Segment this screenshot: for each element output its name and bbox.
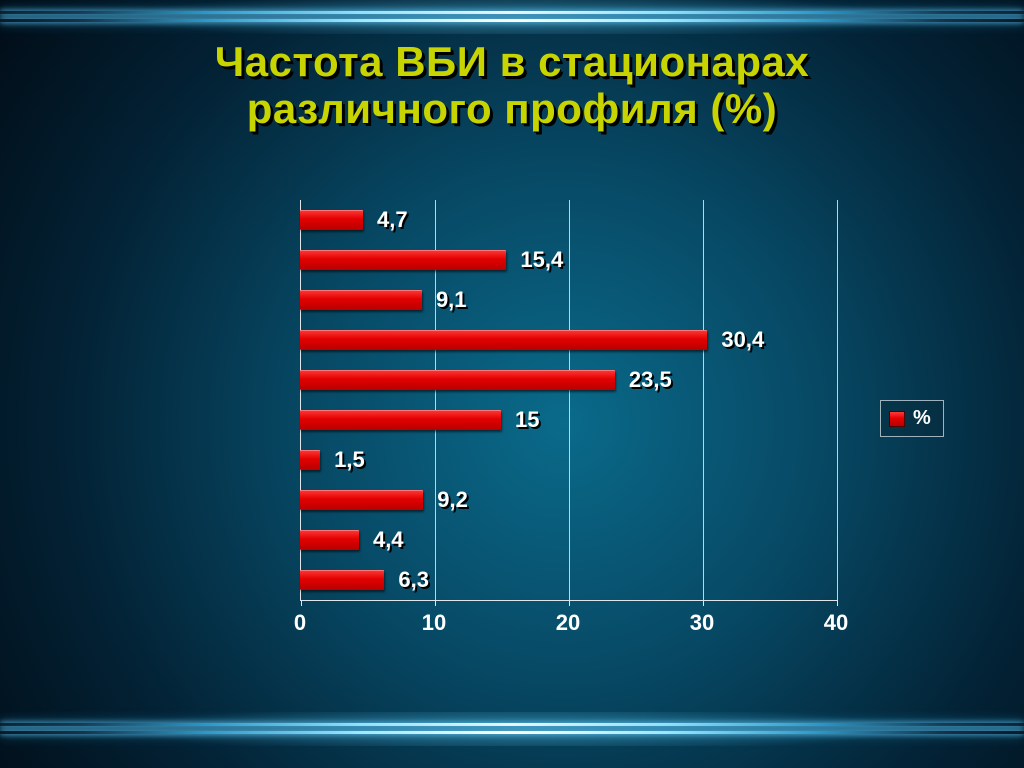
bar — [300, 290, 422, 310]
bar — [300, 410, 501, 430]
slide-title: Частота ВБИ в стационарах различного про… — [0, 38, 1024, 132]
bar-value-label: 15 — [515, 407, 539, 433]
bar — [300, 330, 707, 350]
x-tick-label: 20 — [556, 610, 580, 636]
bar — [300, 250, 506, 270]
bar-value-label: 9,2 — [437, 487, 468, 513]
title-line-1: Частота ВБИ в стационарах — [215, 38, 810, 85]
x-tick — [301, 600, 302, 606]
bar-value-label: 15,4 — [520, 247, 563, 273]
bar — [300, 370, 615, 390]
legend: % — [880, 400, 944, 437]
x-tick-label: 0 — [294, 610, 306, 636]
x-tick-label: 30 — [690, 610, 714, 636]
gridline — [569, 200, 570, 600]
bar — [300, 490, 423, 510]
x-tick-label: 10 — [422, 610, 446, 636]
bar-value-label: 6,3 — [398, 567, 429, 593]
bar-value-label: 9,1 — [436, 287, 467, 313]
legend-swatch — [889, 411, 905, 427]
bar — [300, 570, 384, 590]
decor-top-lightbar — [0, 8, 1024, 26]
bar-value-label: 4,4 — [373, 527, 404, 553]
bar — [300, 450, 320, 470]
legend-label: % — [913, 407, 931, 430]
bar-value-label: 30,4 — [721, 327, 764, 353]
bar-value-label: 4,7 — [377, 207, 408, 233]
x-tick-label: 40 — [824, 610, 848, 636]
x-tick — [703, 600, 704, 606]
bar-value-label: 23,5 — [629, 367, 672, 393]
gridline — [703, 200, 704, 600]
x-tick — [837, 600, 838, 606]
decor-bottom-lightbar — [0, 720, 1024, 738]
title-line-2: различного профиля (%) — [247, 85, 777, 132]
x-tick — [435, 600, 436, 606]
bar-value-label: 1,5 — [334, 447, 365, 473]
x-tick — [569, 600, 570, 606]
bar — [300, 530, 359, 550]
gridline — [837, 200, 838, 600]
bar — [300, 210, 363, 230]
slide: Частота ВБИ в стационарах различного про… — [0, 0, 1024, 768]
